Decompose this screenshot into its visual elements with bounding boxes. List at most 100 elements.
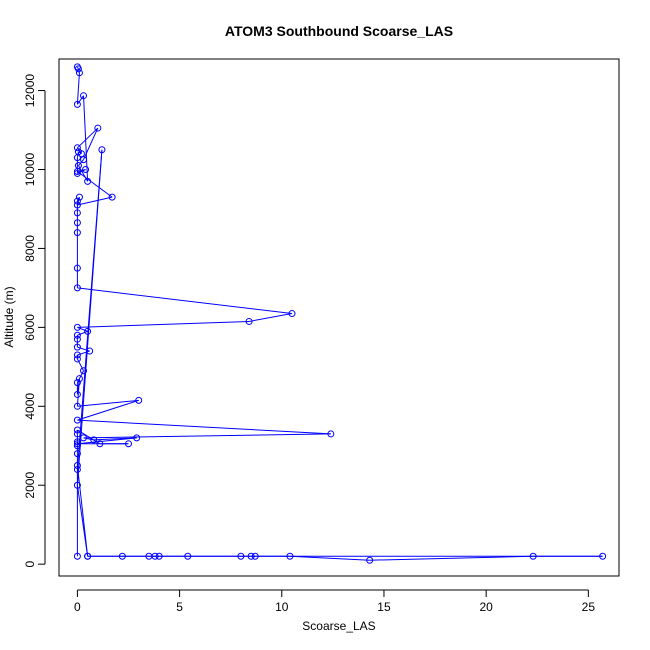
x-axis: 0 5 10 15 20 25: [74, 589, 596, 614]
data-point: [73, 416, 81, 424]
data-point: [247, 552, 255, 560]
series-segment: [76, 378, 80, 407]
data-point: [118, 552, 126, 560]
series-segment: [77, 196, 113, 206]
series-segment: [77, 171, 113, 198]
x-tick-label: 0: [74, 600, 81, 614]
data-point: [237, 552, 245, 560]
series-segment: [77, 127, 99, 149]
data-point: [80, 367, 88, 375]
x-tick-label: 25: [582, 600, 596, 614]
series-segment: [83, 433, 331, 439]
data-point: [73, 552, 81, 560]
y-tick-label: 4000: [23, 393, 37, 420]
x-tick-label: 20: [479, 600, 493, 614]
data-point: [84, 327, 92, 335]
data-point: [80, 92, 88, 100]
plot-frame: [58, 58, 620, 577]
data-point: [84, 177, 92, 185]
series-segment: [77, 320, 250, 328]
series-segment: [76, 485, 89, 557]
data-point: [73, 331, 81, 339]
data-point: [86, 347, 94, 355]
data-point: [251, 552, 259, 560]
data-point: [286, 552, 294, 560]
data-point: [82, 166, 90, 174]
data-point: [135, 396, 143, 404]
series-segment: [369, 555, 534, 561]
data-point: [108, 193, 116, 201]
series-segment: [77, 330, 88, 336]
data-point: [84, 552, 92, 560]
y-tick-label: 2000: [23, 472, 37, 499]
data-point: [73, 323, 81, 331]
data-point: [288, 310, 296, 318]
series-segment: [77, 399, 139, 421]
series-segment: [77, 326, 88, 332]
series-segment: [76, 196, 80, 202]
data-point: [73, 144, 81, 152]
data-point: [73, 438, 81, 446]
x-tick-label: 10: [275, 600, 289, 614]
data-point: [73, 219, 81, 227]
data-point: [73, 209, 81, 217]
data-point: [73, 229, 81, 237]
data-point: [366, 556, 374, 564]
y-tick-label: 10000: [23, 152, 37, 186]
data-point: [80, 434, 88, 442]
series-segment: [77, 437, 137, 445]
series-segment: [76, 358, 84, 372]
data-point: [184, 552, 192, 560]
data-point: [73, 402, 81, 410]
data-points: [73, 63, 607, 564]
data-point: [529, 552, 537, 560]
y-tick-label: 6000: [23, 314, 37, 341]
data-point: [73, 450, 81, 458]
series-segment: [78, 159, 84, 166]
data-point: [80, 156, 88, 164]
data-point: [73, 461, 81, 469]
data-point: [73, 167, 81, 175]
data-point: [245, 317, 253, 325]
data-point: [73, 426, 81, 434]
data-point: [599, 552, 607, 560]
data-point: [90, 436, 98, 444]
y-axis: 0 2000 4000 6000 8000 10000 12000: [23, 74, 46, 568]
series-segment: [289, 555, 370, 561]
data-point: [74, 65, 82, 73]
data-point: [98, 146, 106, 154]
data-point: [73, 481, 81, 489]
series-segment: [77, 399, 139, 407]
data-point: [155, 552, 163, 560]
series-segment: [76, 66, 79, 70]
data-point: [75, 375, 83, 383]
y-tick-label: 8000: [23, 235, 37, 262]
series-segment: [77, 287, 293, 315]
y-tick-label: 0: [23, 561, 37, 568]
y-axis-label: Altitude (m): [2, 286, 16, 347]
data-point: [94, 124, 102, 132]
data-point: [73, 197, 81, 205]
x-axis-label: Scoarse_LAS: [302, 619, 375, 633]
y-tick-label: 12000: [23, 74, 37, 108]
data-point: [73, 440, 81, 448]
data-point: [73, 284, 81, 292]
data-point: [96, 440, 104, 448]
series-segment: [76, 370, 84, 383]
data-point: [327, 430, 335, 438]
series-segment: [76, 72, 80, 105]
data-lines: [76, 66, 603, 561]
series-segment: [248, 313, 293, 322]
data-point: [73, 442, 81, 450]
data-point: [73, 264, 81, 272]
data-point: [75, 193, 83, 201]
series-segment: [76, 95, 84, 105]
data-point: [73, 465, 81, 473]
data-point: [73, 390, 81, 398]
data-point: [133, 434, 141, 442]
data-point: [73, 100, 81, 108]
data-point: [75, 69, 83, 77]
data-point: [73, 335, 81, 343]
x-tick-label: 15: [377, 600, 391, 614]
